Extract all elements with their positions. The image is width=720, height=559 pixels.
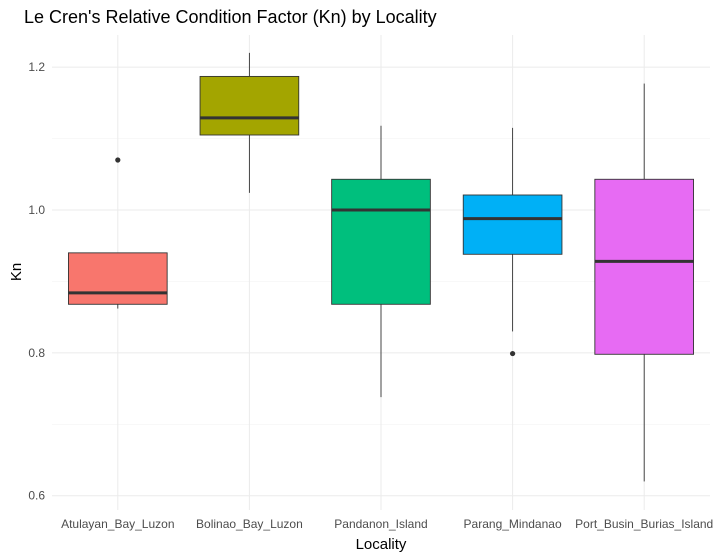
box-group: [462, 127, 563, 357]
y-axis-title: Kn: [8, 263, 25, 281]
box-group: [331, 125, 431, 398]
y-tick-label: 0.8: [28, 346, 45, 360]
box-iqr: [199, 75, 300, 136]
y-tick-label: 1.0: [28, 203, 45, 217]
box-iqr: [331, 178, 431, 305]
x-tick-label: Parang_Mindanao: [464, 517, 562, 531]
box-iqr: [67, 252, 168, 305]
y-tick-label: 0.6: [28, 489, 45, 503]
y-tick-label: 1.2: [28, 60, 45, 74]
box-iqr: [462, 194, 563, 255]
box-group: [199, 52, 300, 193]
box-group: [594, 83, 694, 482]
box-group: [67, 157, 168, 309]
x-axis-ticks: Atulayan_Bay_Luzon Bolinao_Bay_Luzon Panda…: [61, 517, 713, 531]
outlier-point: [509, 350, 516, 357]
x-axis-title: Locality: [356, 536, 407, 553]
x-tick-label: Bolinao_Bay_Luzon: [196, 517, 303, 531]
outlier-point: [115, 157, 121, 163]
x-tick-label: Pandanon_Island: [334, 517, 427, 531]
x-tick-label: Atulayan_Bay_Luzon: [61, 517, 174, 531]
y-axis-ticks: 0.6 0.8 1.0 1.2: [28, 60, 45, 503]
x-tick-label: Port_Busin_Burias_Island: [575, 517, 713, 531]
box-iqr: [594, 178, 694, 355]
chart-title: Le Cren's Relative Condition Factor (Kn)…: [24, 7, 437, 27]
boxes: [67, 52, 694, 482]
